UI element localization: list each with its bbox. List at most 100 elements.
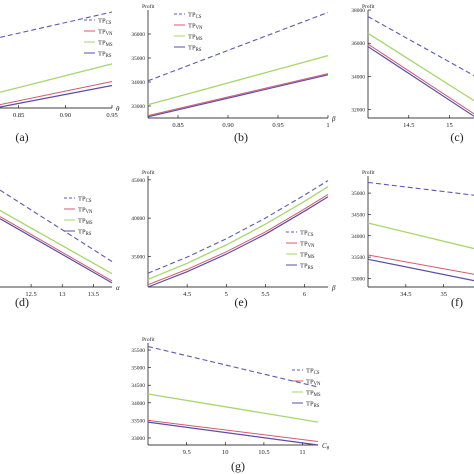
x-axis-label: α bbox=[116, 284, 120, 292]
legend-label-rs: TPRS bbox=[98, 51, 112, 60]
legend-label-cs: TPCS bbox=[188, 12, 202, 21]
x-tick-label: 34.5 bbox=[400, 291, 411, 298]
series-line-ms bbox=[147, 393, 319, 423]
panel-label: (e) bbox=[234, 295, 247, 309]
series-line-cs bbox=[147, 345, 319, 388]
y-tick-label: 33500 bbox=[131, 418, 145, 424]
y-tick-label: 34000 bbox=[351, 74, 365, 80]
legend: TPCS TPVN TPMS TPRS bbox=[292, 368, 321, 409]
series-line-vn bbox=[0, 81, 113, 106]
legend: TPCS TPVN TPMS TPRS bbox=[64, 196, 93, 238]
x-tick-label: 0.90 bbox=[60, 112, 71, 119]
y-tick-label: 36000 bbox=[351, 41, 365, 47]
legend-label-vn: TPVN bbox=[306, 379, 321, 388]
x-tick-label: 12.5 bbox=[25, 291, 36, 298]
series-line-vn bbox=[367, 43, 474, 115]
legend: TPCS TPVN TPMS TPRS bbox=[84, 18, 113, 60]
x-tick-label: 0.95 bbox=[272, 122, 283, 129]
x-tick-label: 9.5 bbox=[183, 449, 191, 456]
legend-label-ms: TPMS bbox=[300, 252, 315, 261]
panel-label: (g) bbox=[231, 459, 245, 473]
x-tick-label: 10 bbox=[222, 449, 229, 456]
panel-label: (d) bbox=[15, 295, 29, 309]
series-line-rs bbox=[147, 421, 319, 446]
x-tick-label: 6 bbox=[303, 291, 307, 298]
legend-label-rs: TPRS bbox=[188, 45, 202, 54]
x-tick-label: 13 bbox=[59, 291, 66, 298]
series-line-cs bbox=[367, 16, 474, 77]
y-axis-label: Profit bbox=[142, 3, 155, 10]
legend-label-ms: TPMS bbox=[306, 390, 321, 399]
x-tick-label: 35 bbox=[440, 291, 447, 298]
series-line-vn bbox=[147, 73, 329, 117]
panel-label: (f) bbox=[451, 295, 463, 309]
series-line-ms bbox=[147, 54, 329, 106]
x-tick-label: 14.5 bbox=[403, 122, 414, 129]
y-tick-label: 34000 bbox=[131, 401, 145, 407]
x-axis-label: Cθ bbox=[322, 442, 330, 452]
legend-label-ms: TPMS bbox=[78, 218, 93, 227]
y-axis-label: Profit bbox=[142, 169, 155, 176]
x-tick-label: 4.5 bbox=[183, 291, 191, 298]
legend-label-ms: TPMS bbox=[98, 40, 113, 49]
legend-label-ms: TPMS bbox=[188, 34, 203, 43]
series-line-rs bbox=[147, 74, 329, 118]
series-line-rs bbox=[147, 196, 329, 288]
y-axis-label: Profit bbox=[362, 169, 375, 176]
panel-label: (b) bbox=[234, 130, 248, 144]
x-tick-label: 11 bbox=[299, 449, 305, 456]
y-tick-label: 35000 bbox=[131, 366, 145, 372]
y-tick-label: 34000 bbox=[131, 80, 145, 86]
x-tick-label: 13.5 bbox=[88, 291, 99, 298]
x-tick-label: 5 bbox=[225, 291, 228, 298]
series-line-ms bbox=[147, 186, 329, 280]
legend-label-rs: TPRS bbox=[300, 263, 314, 272]
legend-label-cs: TPCS bbox=[306, 368, 320, 377]
y-tick-label: 40000 bbox=[131, 216, 145, 222]
x-tick-label: 5.5 bbox=[261, 291, 269, 298]
legend: TPCS TPVN TPMS TPRS bbox=[174, 12, 203, 54]
series-line-ms bbox=[0, 209, 113, 275]
y-tick-label: 33000 bbox=[351, 276, 365, 282]
series-line-cs bbox=[147, 11, 329, 82]
y-tick-label: 35000 bbox=[351, 191, 365, 197]
panel-g: 9.5 10 10.5 11 33000 33500 34000 34500 35000 3550… bbox=[131, 336, 329, 473]
series-line-rs bbox=[0, 84, 113, 108]
panel-d: 12.5 13 13.5 α (d) TPCS TPVN TPMS TPRS bbox=[0, 189, 120, 309]
y-tick-label: 33000 bbox=[131, 104, 145, 110]
series-line-ms bbox=[367, 32, 474, 102]
y-tick-label: 35000 bbox=[131, 56, 145, 62]
panel-label: (c) bbox=[450, 130, 463, 144]
series-line-vn bbox=[147, 419, 319, 442]
series-line-rs bbox=[367, 258, 474, 282]
x-tick-label: 0.90 bbox=[222, 122, 233, 129]
legend-label-vn: TPVN bbox=[98, 29, 113, 38]
y-tick-label: 33500 bbox=[351, 255, 365, 261]
legend-label-rs: TPRS bbox=[78, 229, 92, 238]
legend-label-vn: TPVN bbox=[78, 207, 93, 216]
y-tick-label: 34000 bbox=[351, 234, 365, 240]
series-line-cs bbox=[0, 189, 113, 262]
y-axis-label: Profit bbox=[142, 336, 155, 343]
legend: TPCS TPVN TPMS TPRS bbox=[286, 230, 315, 272]
series-line-cs bbox=[0, 11, 113, 38]
legend-label-cs: TPCS bbox=[300, 230, 314, 239]
x-axis-label: β bbox=[331, 284, 336, 292]
legend-label-cs: TPCS bbox=[78, 196, 92, 205]
legend-label-vn: TPVN bbox=[300, 241, 315, 250]
legend-label-cs: TPCS bbox=[98, 18, 112, 27]
y-tick-label: 33000 bbox=[131, 436, 145, 442]
series-line-rs bbox=[367, 46, 474, 117]
y-axis-label: Profit bbox=[362, 3, 375, 10]
x-tick-label: 1 bbox=[326, 122, 329, 129]
legend-label-vn: TPVN bbox=[188, 23, 203, 32]
y-tick-label: 36000 bbox=[131, 32, 145, 38]
y-tick-label: 35500 bbox=[131, 348, 145, 354]
y-tick-label: 35000 bbox=[131, 254, 145, 260]
series-line-rs bbox=[0, 218, 113, 284]
series-line-cs bbox=[147, 180, 329, 274]
series-line-cs bbox=[367, 181, 474, 196]
y-tick-label: 45000 bbox=[131, 178, 145, 184]
